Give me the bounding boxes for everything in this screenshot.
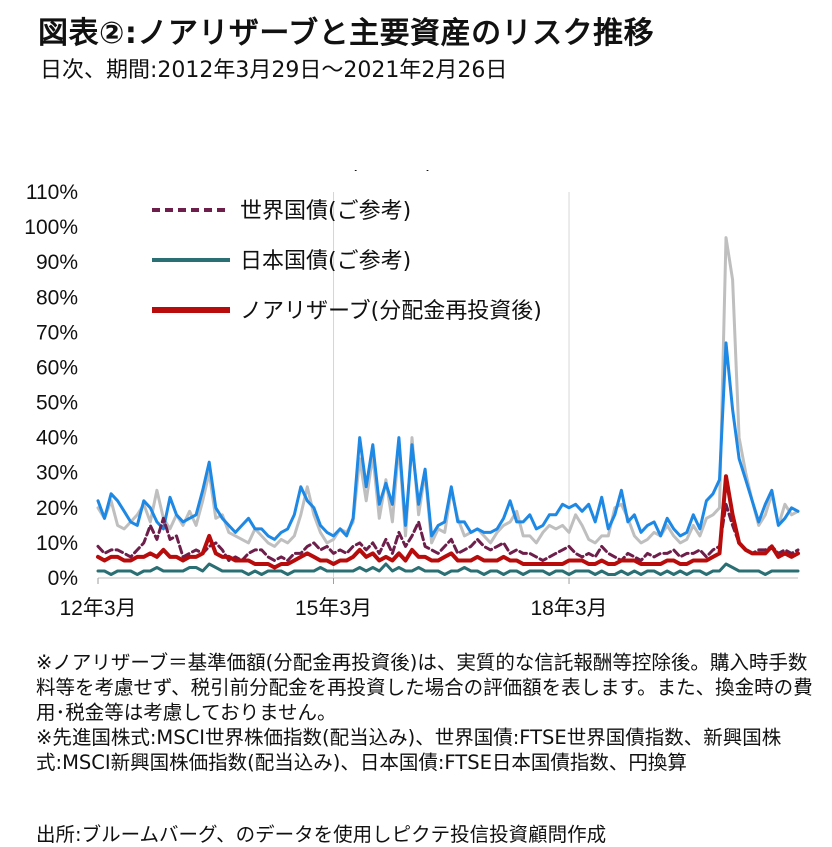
x-tick-label: 18年3月	[531, 597, 608, 620]
y-tick-label: 110%	[26, 181, 78, 204]
series-line	[96, 562, 800, 576]
y-tick-label: 0%	[48, 567, 78, 590]
y-tick-label: 60%	[36, 356, 78, 379]
legend-label: 新興国株式(ご参考)	[240, 170, 433, 174]
footnotes: ※ノアリザーブ＝基準価額(分配金再投資後)は、実質的な信託報酬等控除後。購入時手…	[36, 651, 813, 774]
chart-subtitle: 日次、期間:2012年3月29日～2021年2月26日	[40, 58, 508, 83]
y-tick-label: 40%	[36, 427, 78, 450]
y-tick-label: 100%	[24, 216, 78, 239]
legend-label: 世界国債(ご参考)	[240, 199, 411, 224]
series-line	[96, 341, 800, 541]
source-note: 出所:ブルームバーグ、のデータを使用しピクテ投信投資顧問作成	[36, 823, 607, 846]
legend: 先進国株式(ご参考)新興国株式(ご参考)世界国債(ご参考)日本国債(ご参考)ノア…	[152, 170, 542, 324]
chart-title: 図表②:ノアリザーブと主要資産のリスク推移	[38, 16, 655, 51]
series-line	[96, 502, 800, 562]
series-layer	[96, 236, 800, 576]
y-tick-label: 80%	[36, 286, 78, 309]
grid-layer	[97, 192, 798, 584]
legend-label: 日本国債(ご参考)	[240, 249, 411, 274]
y-axis: 0% 10% 20% 30% 40% 50% 60% 70% 80% 90% 100% 110%	[24, 181, 78, 590]
y-tick-label: 30%	[36, 462, 78, 485]
y-tick-label: 20%	[36, 497, 78, 520]
y-tick-label: 70%	[36, 321, 78, 344]
y-tick-label: 10%	[36, 532, 78, 555]
x-tick-label: 12年3月	[59, 597, 136, 620]
x-tick-label: 15年3月	[295, 597, 372, 620]
series-line	[96, 474, 800, 570]
x-axis: 12年3月 15年3月 18年3月	[59, 597, 607, 620]
legend-label: ノアリザーブ(分配金再投資後)	[240, 299, 542, 324]
y-tick-label: 90%	[36, 251, 78, 274]
risk-line-chart: 0% 10% 20% 30% 40% 50% 60% 70% 80% 90% 100% 110% 12…	[24, 170, 800, 620]
y-tick-label: 50%	[36, 392, 78, 415]
